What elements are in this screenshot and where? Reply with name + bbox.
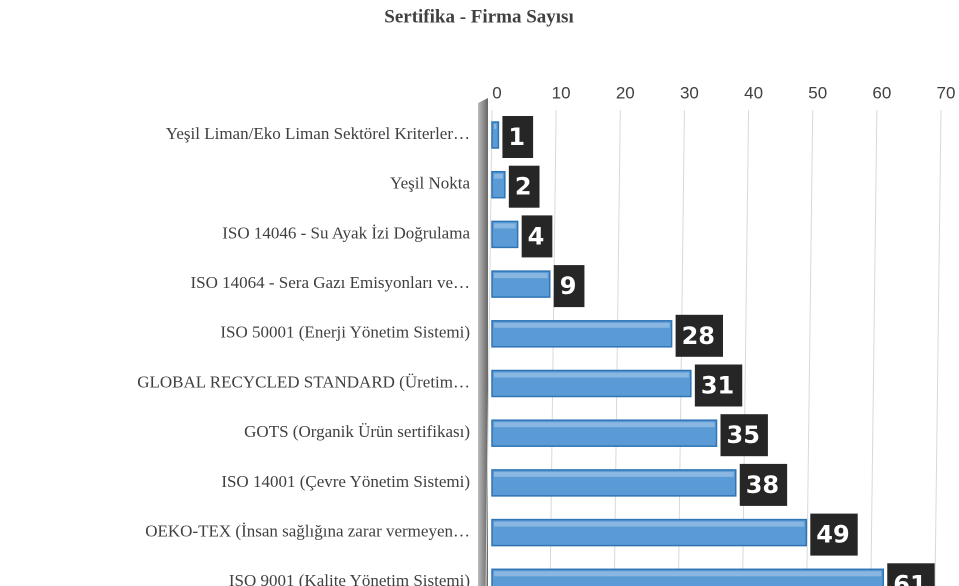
data-label: 2 [515,173,532,201]
grid-line [870,109,878,586]
grid-line [613,109,621,586]
y-tick-label: ISO 9001 (Kalite Yönetim Sistemi) [229,571,470,586]
data-label: 28 [682,322,715,350]
data-label-box [508,165,540,208]
y-tick-label: ISO 50001 (Enerji Yönetim Sistemi) [220,323,470,342]
bar-highlight [494,471,734,477]
data-label: 38 [746,471,779,499]
bar-highlight [494,422,715,428]
y-tick-label: GLOBAL RECYCLED STANDARD (Üretim… [137,372,470,391]
y-tick-label: ISO 14001 (Çevre Yönetim Sistemi) [221,472,470,491]
y-tick-label: OEKO-TEX (İnsan sağlığına zarar vermeyen… [145,522,470,541]
grid-line [742,109,750,586]
bar-highlight [494,372,689,378]
x-tick-label: 50 [808,83,827,102]
bar-highlight [494,273,548,279]
data-label-box [521,215,553,258]
bar-highlight [494,571,882,577]
data-label-box [675,314,724,357]
bar-highlight [494,223,516,229]
grid-line [549,109,557,586]
x-tick-label: 10 [552,83,571,102]
bar [491,121,500,149]
bar-highlight [494,322,670,328]
y-tick-label: Yeşil Liman/Eko Liman Sektörel Kriterler… [166,124,470,143]
data-label: 1 [508,123,525,151]
y-tick-label: ISO 14064 - Sera Gazı Emisyonları ve… [191,273,471,292]
data-label: 4 [528,222,545,250]
data-label: 49 [816,521,849,549]
x-tick-label: 20 [616,83,635,102]
data-label: 9 [560,272,577,300]
x-tick-label: 60 [872,83,891,102]
x-tick-label: 70 [937,83,956,102]
data-label: 61 [893,570,926,586]
grid-line [485,109,493,586]
data-label-box [720,414,768,457]
y-tick-label: ISO 14046 - Su Ayak İzi Doğrulama [222,223,470,242]
axis-wall [478,98,488,586]
data-label-box [739,463,788,506]
data-label: 31 [701,372,734,400]
y-tick-label: GOTS (Organik Ürün sertifikası) [244,422,470,441]
data-label-box [553,265,585,308]
x-tick-label: 30 [680,83,699,102]
x-tick-label: 40 [744,83,763,102]
x-tick-label: 0 [492,83,501,102]
grid-line [806,109,814,586]
data-label-box [887,563,935,586]
grid-line [934,109,942,586]
bar-highlight [494,173,503,179]
data-label: 35 [727,421,760,449]
bar-highlight [494,124,497,129]
data-label-box [810,513,858,556]
chart-title: Sertifika - Firma Sayısı [384,6,573,27]
bar-highlight [494,521,805,527]
data-label-box [694,364,743,407]
y-tick-label: Yeşil Nokta [390,174,470,193]
data-label-box [502,116,534,158]
